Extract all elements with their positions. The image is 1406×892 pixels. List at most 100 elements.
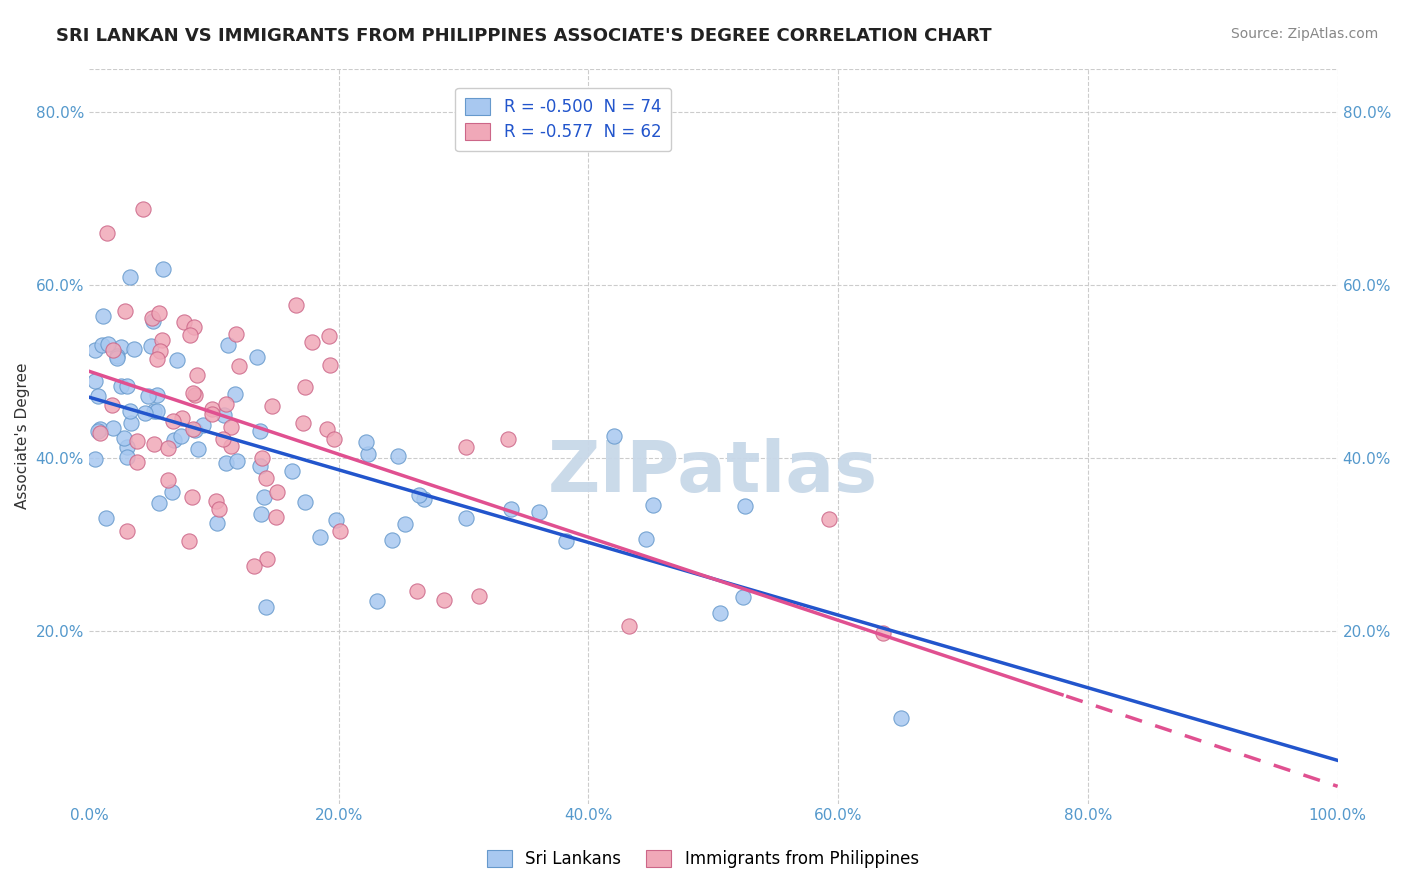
Point — [141, 311, 163, 326]
Legend: Sri Lankans, Immigrants from Philippines: Sri Lankans, Immigrants from Philippines — [481, 843, 925, 875]
Point — [281, 464, 304, 478]
Point — [201, 407, 224, 421]
Point — [101, 343, 124, 357]
Point — [253, 490, 276, 504]
Point — [215, 397, 238, 411]
Point — [87, 424, 110, 438]
Legend: R = -0.500  N = 74, R = -0.577  N = 62: R = -0.500 N = 74, R = -0.577 N = 62 — [456, 88, 672, 151]
Point — [316, 422, 339, 436]
Point — [555, 533, 578, 548]
Point — [294, 495, 316, 509]
Point — [142, 314, 165, 328]
Point — [201, 401, 224, 416]
Point — [132, 202, 155, 217]
Point — [146, 388, 169, 402]
Point — [110, 379, 132, 393]
Point — [499, 502, 522, 516]
Point — [249, 458, 271, 473]
Point — [872, 625, 894, 640]
Point — [226, 454, 249, 468]
Point — [243, 559, 266, 574]
Point — [285, 297, 308, 311]
Point — [115, 524, 138, 538]
Point — [496, 432, 519, 446]
Point — [96, 226, 118, 240]
Point — [225, 327, 247, 342]
Point — [162, 414, 184, 428]
Point — [142, 403, 165, 417]
Point — [84, 451, 107, 466]
Point — [228, 359, 250, 373]
Point — [205, 516, 228, 530]
Point — [709, 606, 731, 620]
Point — [166, 353, 188, 368]
Point — [264, 510, 287, 524]
Point — [294, 380, 316, 394]
Point — [262, 399, 284, 413]
Point — [148, 306, 170, 320]
Point — [387, 449, 409, 463]
Point — [173, 315, 195, 329]
Point — [163, 433, 186, 447]
Point — [89, 425, 111, 440]
Point — [184, 423, 207, 437]
Point — [93, 310, 115, 324]
Point — [250, 451, 273, 466]
Point — [219, 439, 242, 453]
Point — [301, 334, 323, 349]
Point — [118, 403, 141, 417]
Point — [186, 368, 208, 382]
Point — [146, 404, 169, 418]
Point — [120, 269, 142, 284]
Point — [86, 389, 108, 403]
Point — [734, 499, 756, 513]
Point — [101, 398, 124, 412]
Text: ZIPatlas: ZIPatlas — [548, 438, 879, 508]
Point — [181, 386, 204, 401]
Point — [254, 600, 277, 615]
Point — [641, 498, 664, 512]
Point — [256, 552, 278, 566]
Point — [249, 424, 271, 438]
Point — [127, 434, 149, 448]
Point — [211, 432, 233, 446]
Point — [250, 507, 273, 521]
Point — [454, 440, 477, 454]
Point — [170, 428, 193, 442]
Point — [181, 490, 204, 504]
Point — [84, 343, 107, 357]
Point — [179, 327, 201, 342]
Text: Source: ZipAtlas.com: Source: ZipAtlas.com — [1230, 27, 1378, 41]
Point — [432, 593, 454, 607]
Point — [319, 358, 342, 372]
Point — [103, 421, 125, 435]
Point — [454, 511, 477, 525]
Point — [733, 591, 755, 605]
Point — [468, 589, 491, 603]
Point — [122, 343, 145, 357]
Point — [292, 416, 315, 430]
Point — [110, 340, 132, 354]
Point — [115, 450, 138, 464]
Point — [160, 485, 183, 500]
Point — [179, 534, 201, 549]
Point — [90, 338, 112, 352]
Point — [84, 374, 107, 388]
Point — [217, 337, 239, 351]
Point — [619, 619, 641, 633]
Point — [322, 432, 344, 446]
Point — [149, 343, 172, 358]
Point — [184, 388, 207, 402]
Point — [115, 379, 138, 393]
Point — [354, 435, 377, 450]
Point — [136, 389, 159, 403]
Point — [890, 711, 912, 725]
Point — [408, 488, 430, 502]
Point — [156, 473, 179, 487]
Point — [329, 524, 352, 538]
Point — [96, 511, 118, 525]
Point — [318, 329, 340, 343]
Point — [112, 431, 135, 445]
Point — [114, 304, 136, 318]
Point — [215, 456, 238, 470]
